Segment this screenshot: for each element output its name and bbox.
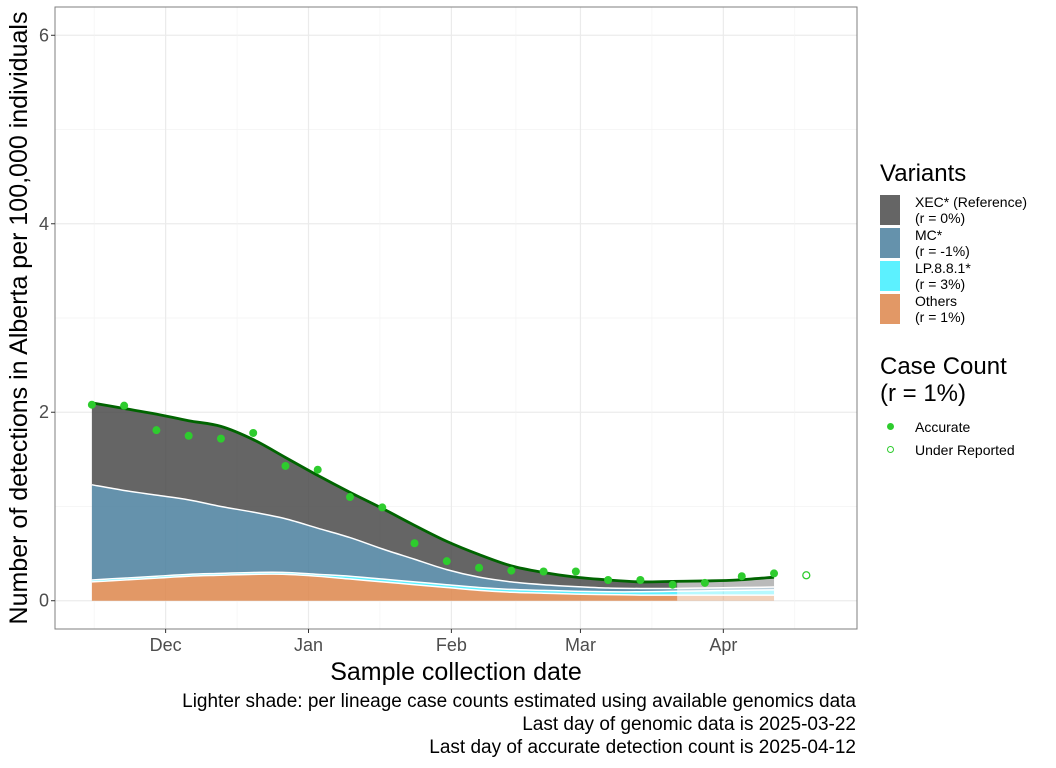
x-tick-label: Mar: [565, 635, 596, 655]
caption-line-1: Lighter shade: per lineage case counts e…: [182, 691, 856, 712]
legend-item-lp: LP.8.8.1* (r = 3%): [880, 260, 1052, 294]
stacked-areas: [91, 402, 775, 601]
legend-rate-mc: (r = -1%): [915, 243, 970, 259]
x-tick-label: Apr: [709, 635, 737, 655]
area-lp: [91, 572, 678, 596]
legend-label-lp: LP.8.8.1*: [915, 260, 971, 276]
case-point-accurate: [668, 580, 677, 589]
case-count-points: [87, 400, 811, 589]
case-point-accurate: [410, 539, 419, 548]
caption-line-3: Last day of accurate detection count is …: [429, 737, 856, 758]
case-point-accurate: [216, 434, 225, 443]
case-point-accurate: [737, 572, 746, 581]
plot-border: [54, 6, 858, 630]
case-count-legend-title: Case Count (r = 1%): [880, 353, 1052, 407]
legend-label-accurate: Accurate: [915, 418, 971, 435]
boundary-line-mc: [91, 484, 775, 590]
legend-label-mc: MC*: [915, 227, 943, 243]
case-count-title-line1: Case Count: [880, 353, 1007, 380]
boundary-line-others: [91, 573, 775, 596]
legend-rate-others: (r = 1%): [915, 309, 966, 325]
y-tick-label: 4: [39, 214, 49, 234]
case-point-accurate: [636, 575, 645, 584]
legend-rate-lp: (r = 3%): [915, 276, 966, 292]
y-tick-label: 2: [39, 402, 49, 422]
case-point-accurate: [571, 567, 580, 576]
legend: Variants XEC* (Reference) (r = 0%) MC* (r …: [880, 160, 1052, 461]
case-point-accurate: [152, 426, 161, 435]
y-tick-label: 6: [39, 25, 49, 45]
case-point-accurate: [442, 557, 451, 566]
legend-label-xec: XEC* (Reference): [915, 194, 1028, 210]
case-point-accurate: [345, 493, 354, 502]
case-point-accurate: [475, 563, 484, 572]
accurate-point-icon: [886, 423, 894, 430]
legend-swatch-mc: [880, 228, 900, 258]
case-point-accurate: [378, 503, 387, 512]
case-point-accurate: [281, 461, 290, 470]
legend-swatch-others: [880, 294, 900, 324]
area-xec: [91, 402, 678, 589]
legend-swatch-lp: [880, 261, 900, 291]
area-others-estimated: [677, 595, 775, 601]
legend-label-others: Others: [915, 293, 958, 309]
case-point-accurate: [770, 569, 779, 578]
legend-item-under-reported: Under Reported: [880, 438, 1052, 461]
caption-line-2: Last day of genomic data is 2025-03-22: [522, 714, 856, 735]
legend-item-accurate: Accurate: [880, 415, 1052, 438]
case-point-accurate: [120, 401, 129, 410]
boundary-line-lp: [91, 571, 775, 593]
legend-item-mc: MC* (r = -1%): [880, 227, 1052, 261]
y-axis-title: Number of detections in Alberta per 100,…: [5, 12, 33, 625]
case-point-accurate: [700, 578, 709, 587]
case-point-accurate: [87, 400, 96, 409]
chart-caption: Lighter shade: per lineage case counts e…: [182, 690, 856, 759]
case-point-accurate: [604, 575, 613, 584]
case-count-title-line2: (r = 1%): [880, 380, 967, 407]
case-point-accurate: [249, 428, 258, 437]
case-point-accurate: [313, 465, 322, 474]
variants-legend-title: Variants: [880, 160, 967, 187]
y-tick-label: 0: [39, 591, 49, 611]
x-tick-label: Feb: [436, 635, 467, 655]
legend-item-others: Others (r = 1%): [880, 293, 1052, 327]
area-mc: [91, 484, 678, 592]
axes: Dec Jan Feb Mar Apr 0 2 4 6: [39, 25, 737, 655]
case-point-accurate: [539, 567, 548, 576]
case-point-accurate: [184, 431, 193, 440]
legend-rate-xec: (r = 0%): [915, 210, 966, 226]
case-point-accurate: [507, 566, 516, 575]
legend-swatch-xec: [880, 195, 900, 225]
boundary-lines: [91, 401, 775, 596]
under-reported-point-icon: [886, 446, 894, 453]
x-axis-title: Sample collection date: [330, 658, 582, 686]
legend-label-under-reported: Under Reported: [915, 441, 1015, 458]
x-tick-label: Jan: [294, 635, 323, 655]
total-trend-line: [91, 401, 775, 584]
x-tick-label: Dec: [150, 635, 182, 655]
case-point-under-reported: [802, 571, 811, 580]
legend-item-xec: XEC* (Reference) (r = 0%): [880, 194, 1052, 228]
area-others: [91, 574, 678, 601]
